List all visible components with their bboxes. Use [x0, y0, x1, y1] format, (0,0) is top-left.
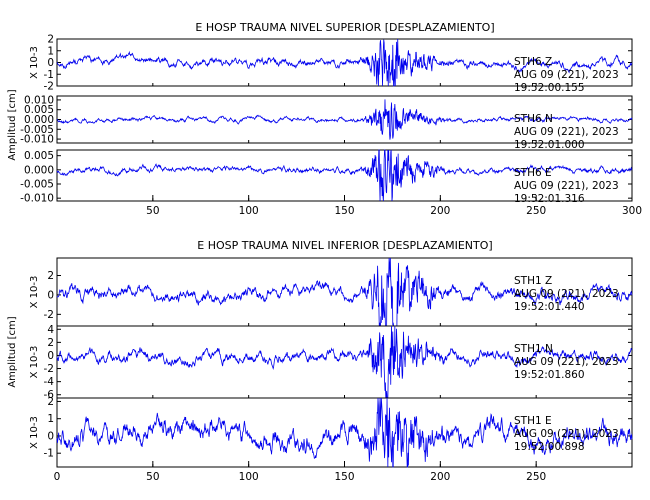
y-tick-label: 0.005	[24, 150, 54, 162]
y-unit-label: X 10-3	[29, 346, 40, 379]
x-tick-label: 250	[526, 205, 546, 217]
chart-title-lower: E HOSP TRAUMA NIVEL INFERIOR [DESPLAZAMI…	[197, 239, 492, 252]
x-tick-label: 200	[430, 471, 450, 483]
trace-annotation: 19:52:01.860	[514, 369, 585, 381]
y-tick-label: -2	[44, 81, 54, 93]
seismic-trace	[56, 149, 633, 202]
trace-annotation: 19:52:01.000	[514, 139, 585, 151]
y-tick-label: 4	[47, 324, 54, 336]
y-tick-label: -2	[44, 363, 54, 375]
trace-annotation: STH1 Z	[514, 275, 552, 287]
y-tick-label: 0	[47, 57, 54, 69]
x-tick-label: 200	[430, 205, 450, 217]
y-tick-label: -1	[44, 448, 54, 460]
y-tick-label: 1	[47, 413, 54, 425]
y-tick-label: -0.005	[20, 179, 54, 191]
trace-annotation: 19:52:01.316	[514, 193, 585, 205]
x-tick-label: 300	[622, 205, 642, 217]
y-tick-label: -6	[44, 389, 55, 401]
trace-annotation: AUG 09 (221), 2023	[514, 69, 619, 81]
y-tick-label: -0.010	[20, 193, 54, 205]
x-tick-label: 100	[239, 471, 259, 483]
trace-annotation: AUG 09 (221), 2023	[514, 126, 619, 138]
y-unit-label: X 10-3	[29, 276, 40, 309]
y-tick-label: -4	[44, 376, 55, 388]
y-unit-label: X 10-3	[29, 416, 40, 449]
x-tick-label: 250	[526, 471, 546, 483]
y-tick-label: -0.005	[20, 124, 54, 136]
y-tick-label: 0.010	[24, 94, 54, 106]
trace-annotation: STH1 N	[514, 343, 553, 355]
y-tick-label: 2	[47, 337, 54, 349]
trace-annotation: AUG 09 (221), 2023	[514, 428, 619, 440]
y-tick-label: 2	[47, 270, 54, 282]
y-tick-label: 2	[47, 396, 54, 408]
seismic-trace	[56, 38, 633, 87]
y-tick-label: 2	[47, 34, 54, 46]
y-tick-label: 1	[47, 45, 54, 57]
x-tick-label: 150	[334, 205, 354, 217]
y-tick-label: -2	[44, 309, 54, 321]
x-tick-label: 150	[334, 471, 354, 483]
x-tick-label: 50	[146, 205, 159, 217]
seismic-trace	[56, 257, 633, 327]
y-axis-label-upper: Amplitud [cm]	[7, 89, 18, 160]
trace-annotation: 19:52:00.898	[514, 441, 585, 453]
seismic-trace	[56, 99, 633, 140]
x-tick-label: 100	[239, 205, 259, 217]
chart-title-upper: E HOSP TRAUMA NIVEL SUPERIOR [DESPLAZAMI…	[195, 21, 494, 34]
y-tick-label: 0.000	[24, 114, 54, 126]
x-tick-label: 0	[54, 471, 61, 483]
trace-annotation: STH6 Z	[514, 56, 552, 68]
trace-annotation: AUG 09 (221), 2023	[514, 180, 619, 192]
seismic-trace	[56, 397, 633, 468]
trace-annotation: AUG 09 (221), 2023	[514, 356, 619, 368]
trace-annotation: STH1 E	[514, 415, 552, 427]
y-tick-label: 0	[47, 289, 54, 301]
trace-annotation: 19:52:00.155	[514, 82, 585, 94]
trace-annotation: STH6 E	[514, 167, 552, 179]
y-unit-label: X 10-3	[29, 46, 40, 79]
trace-annotation: AUG 09 (221), 2023	[514, 288, 619, 300]
x-tick-label: 50	[146, 471, 159, 483]
seismic-trace	[56, 325, 633, 399]
y-tick-label: 0.005	[24, 104, 54, 116]
y-tick-label: 0	[47, 350, 54, 362]
trace-annotation: STH6 N	[514, 113, 553, 125]
y-tick-label: -0.010	[20, 134, 54, 146]
y-axis-label-lower: Amplitud [cm]	[7, 316, 18, 387]
y-tick-label: -1	[44, 69, 54, 81]
y-tick-label: 0	[47, 430, 54, 442]
trace-annotation: 19:52:01.440	[514, 301, 585, 313]
y-tick-label: 0.000	[24, 164, 54, 176]
